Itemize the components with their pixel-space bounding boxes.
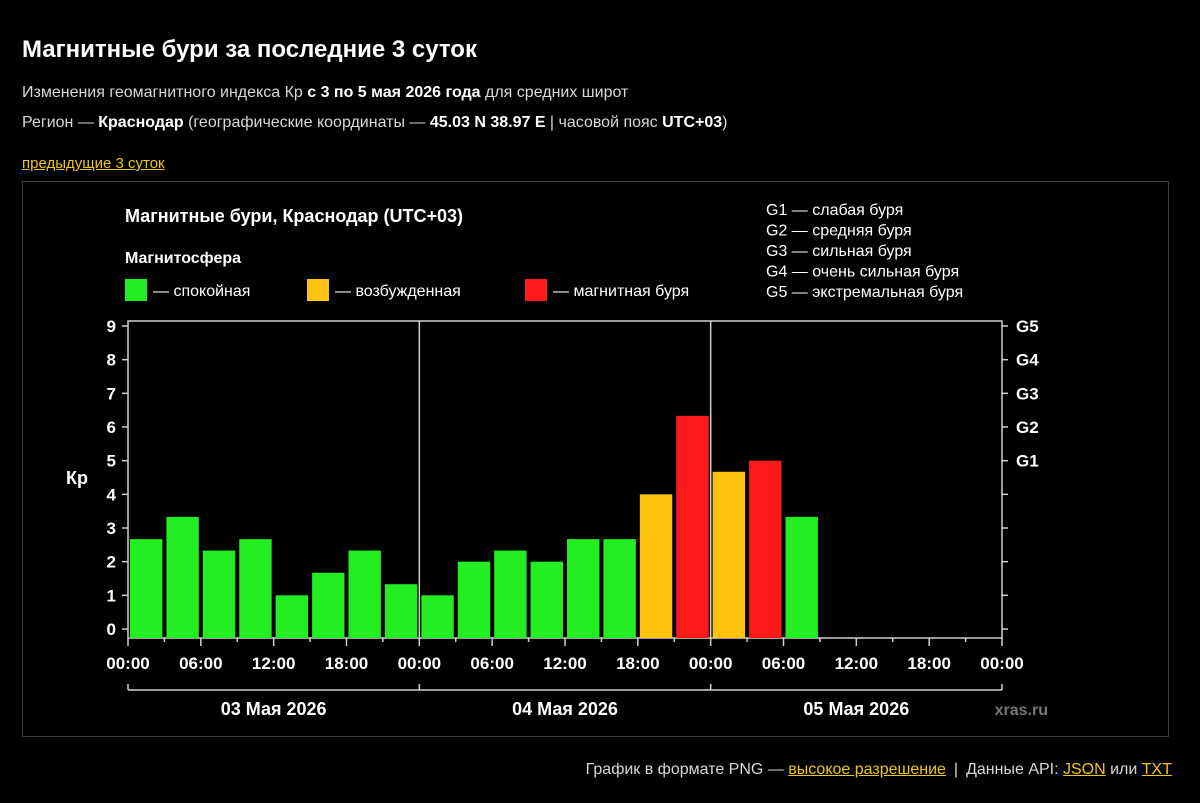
y-tick-label-6: 6: [107, 418, 116, 437]
x-tick-label-12: 18:00: [907, 654, 950, 673]
json-link[interactable]: JSON: [1063, 761, 1106, 778]
bar-4: [239, 539, 272, 638]
g-legend-item-3: G3 — сильная буря: [766, 243, 912, 260]
y-tick-label-1: 1: [107, 586, 116, 605]
g-tick-label-3: G3: [1016, 384, 1039, 403]
y-tick-label-3: 3: [107, 519, 116, 538]
x-tick-label-11: 12:00: [835, 654, 878, 673]
subtitle-pre: Изменения геомагнитного индекса Кр: [22, 84, 308, 101]
bar-18: [749, 460, 782, 638]
txt-link[interactable]: TXT: [1141, 761, 1172, 778]
bar-6: [312, 572, 345, 638]
date-range: с 3 по 5 мая 2026 года: [307, 84, 481, 101]
bar-17: [712, 471, 746, 638]
bar-2: [166, 516, 199, 638]
legend-label-1: — спокойная: [153, 283, 250, 300]
bar-15: [639, 494, 673, 638]
kp-chart: Магнитные бури, Краснодар (UTC+03) Магнит…: [66, 202, 1048, 719]
bar-8: [384, 584, 418, 638]
x-tick-label-3: 12:00: [252, 654, 295, 673]
bar-16: [676, 415, 709, 638]
bar-12: [530, 561, 563, 638]
bar-13: [567, 539, 600, 638]
g-tick-label-5: G5: [1016, 317, 1039, 336]
day-label-2: 04 Мая 2026: [512, 699, 618, 719]
region-pre: Регион —: [22, 114, 99, 131]
day-label-1: 03 Мая 2026: [221, 699, 327, 719]
x-tick-label-8: 18:00: [616, 654, 659, 673]
x-tick-label-2: 06:00: [179, 654, 222, 673]
day-label-3: 05 Мая 2026: [803, 699, 909, 719]
region-city: Краснодар: [98, 114, 184, 131]
high-res-link[interactable]: высокое разрешение: [788, 761, 946, 778]
api-text: Данные API:: [966, 761, 1063, 778]
legend-label-2: — возбужденная: [335, 283, 461, 300]
previous-3-days-link[interactable]: предыдущие 3 суток: [22, 155, 165, 172]
bar-7: [348, 550, 381, 638]
y-tick-label-2: 2: [107, 553, 116, 572]
subtitle-line: Изменения геомагнитного индекса Кр с 3 п…: [22, 84, 628, 102]
png-text: График в формате PNG —: [585, 761, 789, 778]
bar-11: [494, 550, 527, 638]
legend-swatch-2: [307, 279, 329, 301]
y-axis-label: Кр: [66, 468, 88, 488]
bar-10: [457, 561, 491, 638]
bar-1: [130, 539, 163, 638]
chart-frame: Магнитные бури, Краснодар (UTC+03) Магнит…: [22, 181, 1169, 737]
bar-5: [275, 595, 309, 638]
region-mid: (географические координаты —: [183, 114, 430, 131]
x-tick-label-1: 00:00: [106, 654, 149, 673]
x-tick-label-4: 18:00: [325, 654, 368, 673]
bar-19: [785, 516, 818, 638]
subtitle-post: для средних широт: [480, 84, 629, 101]
chart-title: Магнитные бури, Краснодар (UTC+03): [125, 206, 463, 226]
y-tick-label-8: 8: [107, 351, 116, 370]
g-tick-label-4: G4: [1016, 351, 1039, 370]
g-legend-item-5: G5 — экстремальная буря: [766, 284, 963, 301]
x-tick-label-13: 00:00: [980, 654, 1023, 673]
x-tick-label-6: 06:00: [470, 654, 513, 673]
page-title: Магнитные бури за последние 3 суток: [22, 36, 477, 63]
x-tick-label-10: 06:00: [762, 654, 805, 673]
y-tick-label-7: 7: [107, 384, 116, 403]
g-legend-item-2: G2 — средняя буря: [766, 223, 912, 240]
footer: График в формате PNG — высокое разрешени…: [586, 761, 1172, 779]
footer-separator: |: [953, 761, 959, 778]
g-legend-item-1: G1 — слабая буря: [766, 202, 903, 219]
legend-swatch-3: [525, 279, 547, 301]
g-tick-label-2: G2: [1016, 418, 1039, 437]
region-mid2: | часовой пояс: [545, 114, 663, 131]
x-tick-label-5: 00:00: [398, 654, 441, 673]
bar-14: [603, 539, 636, 638]
bar-9: [421, 595, 454, 638]
region-coords: 45.03 N 38.97 E: [429, 114, 546, 131]
or-text: или: [1105, 761, 1142, 778]
g-legend-item-4: G4 — очень сильная буря: [766, 264, 959, 281]
legend-title: Магнитосфера: [125, 250, 241, 267]
bar-3: [202, 550, 236, 638]
y-tick-label-4: 4: [107, 485, 117, 504]
x-tick-label-9: 00:00: [689, 654, 732, 673]
watermark: xras.ru: [995, 702, 1048, 719]
y-tick-label-5: 5: [107, 452, 116, 471]
region-tz: UTC+03: [662, 114, 723, 131]
y-tick-label-0: 0: [107, 620, 116, 639]
y-tick-label-9: 9: [107, 317, 116, 336]
region-post: ): [722, 114, 728, 131]
legend-label-3: — магнитная буря: [553, 283, 689, 300]
g-tick-label-1: G1: [1016, 452, 1039, 471]
region-line: Регион — Краснодар (географические коорд…: [22, 114, 727, 132]
x-tick-label-7: 12:00: [543, 654, 586, 673]
legend-swatch-1: [125, 279, 147, 301]
